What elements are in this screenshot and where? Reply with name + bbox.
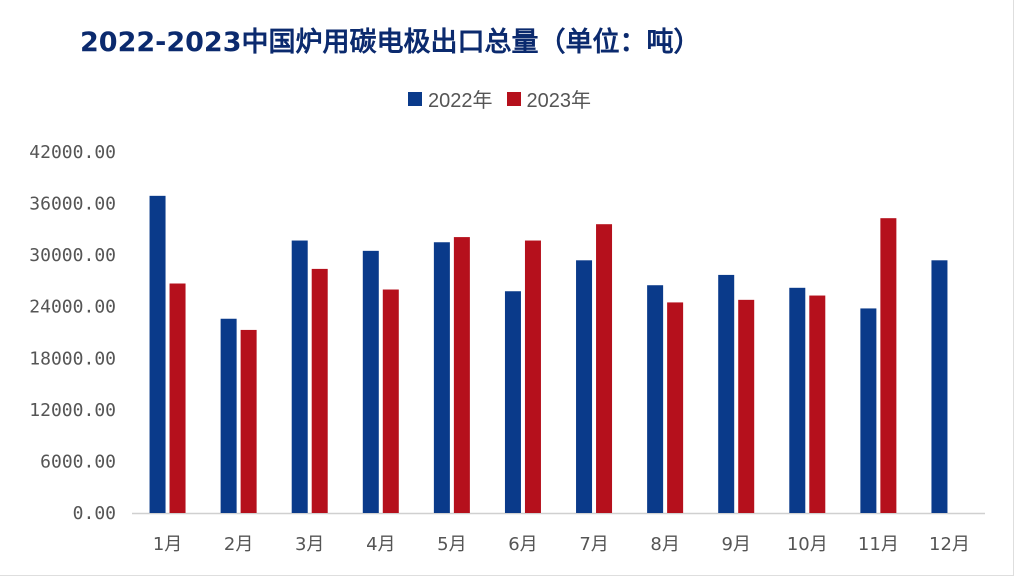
legend-item-2023: 2023年 bbox=[506, 84, 592, 113]
bar-2023 bbox=[880, 218, 897, 513]
legend-label-2023: 2023年 bbox=[526, 90, 592, 112]
bar-2022 bbox=[718, 274, 735, 513]
x-tick-label: 10月 bbox=[787, 534, 828, 555]
legend-label-2022: 2022年 bbox=[428, 90, 493, 112]
x-axis-labels: 1月 2月 3月 4月 5月 6月 7月 8月 9月 10月 11月 12月 bbox=[153, 534, 970, 555]
bar-2022 bbox=[576, 260, 593, 513]
x-tick-label: 6月 bbox=[508, 534, 537, 555]
x-tick-label: 12月 bbox=[929, 534, 970, 555]
bar-2022 bbox=[647, 285, 664, 513]
bar-2023 bbox=[809, 295, 826, 513]
x-tick-label: 11月 bbox=[858, 534, 899, 555]
bar-2022 bbox=[291, 240, 308, 513]
bar-2022 bbox=[504, 291, 521, 513]
bar-2023 bbox=[453, 237, 470, 514]
x-tick-label: 5月 bbox=[437, 534, 466, 555]
bar-2022 bbox=[149, 195, 166, 514]
chart-title: 2022-2023中国炉用碳电极出口总量（单位：吨） bbox=[80, 27, 701, 58]
bar-2022 bbox=[931, 260, 948, 513]
x-tick-label: 8月 bbox=[650, 534, 679, 555]
y-tick-label: 36000.00 bbox=[29, 194, 116, 215]
y-tick-label: 30000.00 bbox=[29, 245, 116, 266]
x-tick-label: 9月 bbox=[721, 534, 750, 555]
bar-2022 bbox=[433, 242, 450, 513]
bar-2022 bbox=[220, 318, 237, 513]
bar-2022 bbox=[789, 287, 806, 513]
y-tick-label: 42000.00 bbox=[29, 142, 116, 163]
bar-2023 bbox=[596, 224, 613, 513]
bar-2022 bbox=[860, 308, 877, 513]
legend-item-2022: 2022年 bbox=[408, 84, 493, 113]
legend-swatch-2023 bbox=[506, 91, 521, 106]
bars bbox=[149, 195, 948, 514]
chart-legend: 2022年 2023年 bbox=[408, 84, 591, 113]
legend-swatch-2022 bbox=[408, 91, 422, 106]
x-tick-label: 3月 bbox=[295, 534, 324, 555]
x-tick-label: 7月 bbox=[579, 534, 608, 555]
bar-2023 bbox=[311, 268, 328, 513]
y-tick-label: 6000.00 bbox=[40, 451, 116, 472]
bar-2023 bbox=[169, 283, 186, 513]
y-tick-label: 24000.00 bbox=[29, 297, 116, 318]
bar-2023 bbox=[667, 302, 684, 513]
y-axis-labels: 0.00 6000.00 12000.00 18000.00 24000.00 30000… bbox=[29, 142, 116, 524]
x-tick-label: 2月 bbox=[224, 534, 253, 555]
y-tick-label: 12000.00 bbox=[29, 400, 116, 421]
y-tick-label: 0.00 bbox=[73, 503, 116, 524]
y-tick-label: 18000.00 bbox=[29, 348, 116, 369]
bar-2023 bbox=[240, 329, 257, 513]
x-tick-label: 4月 bbox=[366, 534, 395, 555]
bar-2023 bbox=[382, 289, 399, 513]
bar-2022 bbox=[362, 250, 379, 513]
bar-2023 bbox=[738, 299, 755, 513]
bar-2023 bbox=[524, 240, 541, 513]
x-tick-label: 1月 bbox=[153, 534, 182, 555]
